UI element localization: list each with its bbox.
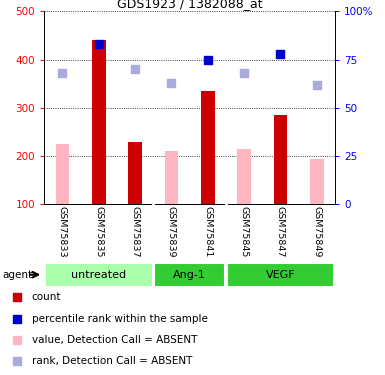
Text: GSM75841: GSM75841 <box>203 206 212 257</box>
Point <box>314 82 320 88</box>
Bar <box>55 144 69 204</box>
Point <box>273 230 280 236</box>
Bar <box>164 151 178 204</box>
Text: GSM75847: GSM75847 <box>276 206 285 257</box>
Text: untreated: untreated <box>71 270 126 280</box>
Point <box>59 70 65 76</box>
Point <box>205 57 211 63</box>
Text: value, Detection Call = ABSENT: value, Detection Call = ABSENT <box>32 334 197 345</box>
Bar <box>45 262 152 287</box>
Point <box>132 66 138 72</box>
Point <box>277 51 283 57</box>
Point <box>96 41 102 47</box>
Text: percentile rank within the sample: percentile rank within the sample <box>32 314 208 324</box>
Text: rank, Detection Call = ABSENT: rank, Detection Call = ABSENT <box>32 356 192 366</box>
Bar <box>128 142 142 204</box>
Text: GSM75837: GSM75837 <box>131 206 140 257</box>
Bar <box>237 149 251 204</box>
Text: GSM75845: GSM75845 <box>239 206 249 257</box>
Text: VEGF: VEGF <box>266 270 295 280</box>
Text: GSM75835: GSM75835 <box>94 206 103 257</box>
Point <box>241 70 247 76</box>
Bar <box>154 262 225 287</box>
Bar <box>274 115 287 204</box>
Bar <box>310 159 324 204</box>
Text: GSM75849: GSM75849 <box>312 206 321 257</box>
Point <box>273 38 280 44</box>
Text: Ang-1: Ang-1 <box>173 270 206 280</box>
Bar <box>227 262 334 287</box>
Point <box>168 80 174 86</box>
Text: GSM75839: GSM75839 <box>167 206 176 257</box>
Text: agent: agent <box>2 270 32 280</box>
Bar <box>92 40 105 204</box>
Bar <box>201 91 215 204</box>
Text: GSM75833: GSM75833 <box>58 206 67 257</box>
Title: GDS1923 / 1382088_at: GDS1923 / 1382088_at <box>117 0 263 10</box>
Text: count: count <box>32 292 61 302</box>
